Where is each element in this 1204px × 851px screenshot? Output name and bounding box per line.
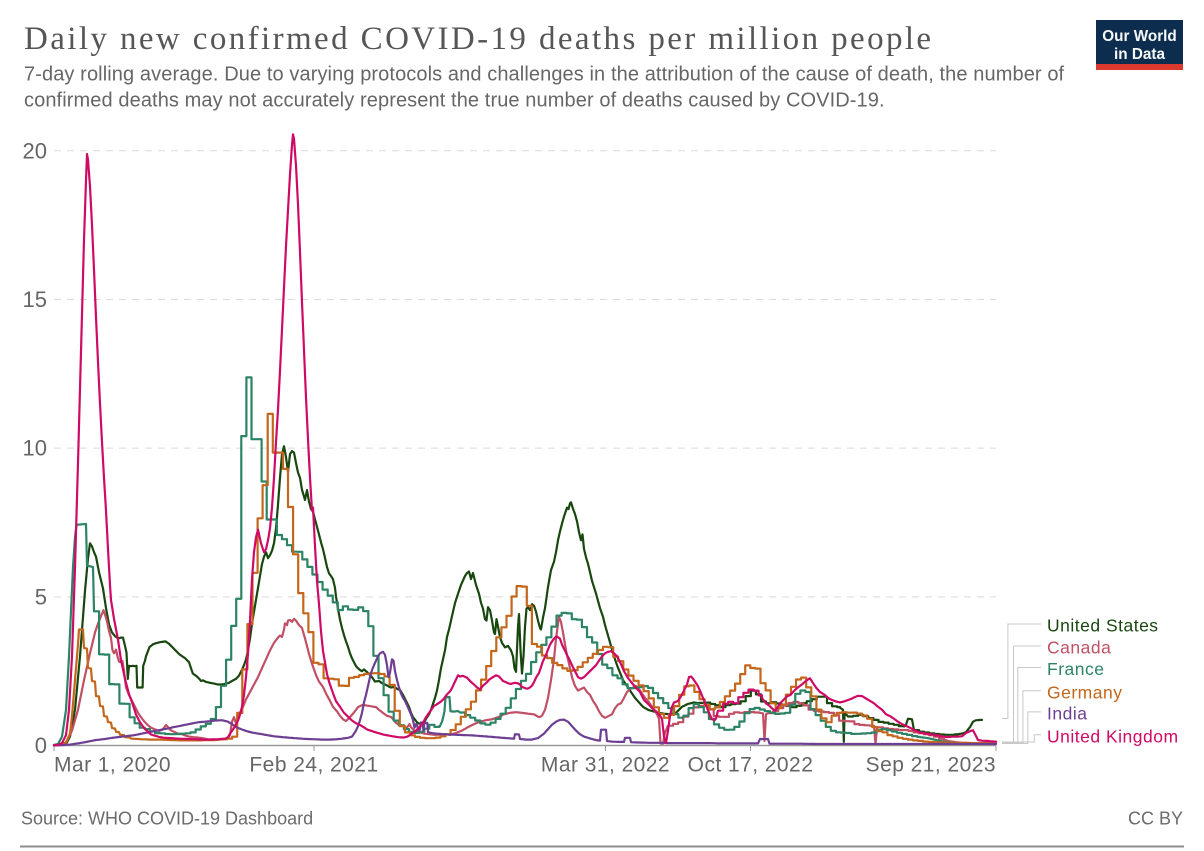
- svg-text:Oct 17, 2022: Oct 17, 2022: [688, 754, 814, 777]
- svg-text:Daily new confirmed COVID-19 d: Daily new confirmed COVID-19 deaths per …: [24, 21, 933, 57]
- svg-text:Germany: Germany: [1047, 682, 1122, 702]
- svg-text:United States: United States: [1047, 616, 1159, 636]
- svg-text:15: 15: [23, 287, 47, 312]
- svg-text:Sep 21, 2023: Sep 21, 2023: [866, 754, 996, 777]
- svg-text:10: 10: [23, 436, 47, 461]
- svg-text:Feb 24, 2021: Feb 24, 2021: [249, 754, 378, 777]
- svg-text:France: France: [1047, 659, 1104, 679]
- svg-text:0: 0: [35, 733, 47, 758]
- svg-text:Source: WHO COVID-19 Dashboard: Source: WHO COVID-19 Dashboard: [21, 809, 313, 829]
- svg-text:5: 5: [35, 584, 47, 609]
- svg-text:confirmed deaths may not accur: confirmed deaths may not accurately repr…: [24, 90, 885, 112]
- svg-text:United Kingdom: United Kingdom: [1047, 726, 1179, 746]
- svg-text:Mar 1, 2020: Mar 1, 2020: [54, 754, 171, 777]
- svg-text:Our World: Our World: [1102, 28, 1177, 45]
- svg-text:CC BY: CC BY: [1128, 809, 1183, 829]
- svg-text:20: 20: [23, 138, 47, 163]
- svg-text:7-day rolling average. Due to: 7-day rolling average. Due to varying pr…: [24, 64, 1065, 86]
- svg-text:India: India: [1047, 704, 1087, 724]
- svg-text:Mar 31, 2022: Mar 31, 2022: [541, 754, 670, 777]
- svg-text:in Data: in Data: [1114, 46, 1165, 63]
- svg-text:Canada: Canada: [1047, 638, 1111, 658]
